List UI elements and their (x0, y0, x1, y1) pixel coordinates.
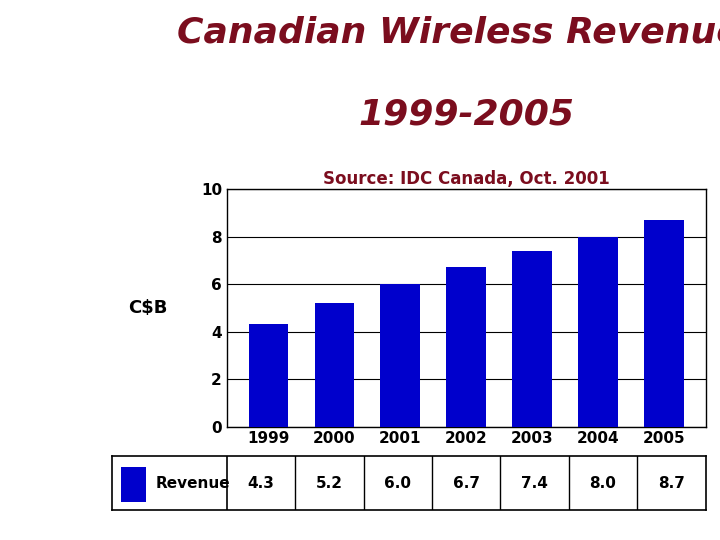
Text: 4.3: 4.3 (248, 476, 274, 491)
Bar (315, 303, 354, 427)
Text: C$B: C$B (128, 299, 167, 317)
Bar (380, 284, 420, 427)
Text: Revenue: Revenue (156, 476, 230, 491)
Text: 6.7: 6.7 (453, 476, 480, 491)
Bar (513, 251, 552, 427)
Bar (644, 220, 684, 427)
Text: 8.0: 8.0 (590, 476, 616, 491)
Text: 1999-2005: 1999-2005 (359, 97, 575, 131)
Bar (248, 325, 288, 427)
Bar (121, 467, 146, 502)
Text: Canadian Wireless Revenue,: Canadian Wireless Revenue, (177, 16, 720, 50)
Text: 8.7: 8.7 (658, 476, 685, 491)
Bar (578, 237, 618, 427)
Text: 6.0: 6.0 (384, 476, 411, 491)
Text: Source: IDC Canada, Oct. 2001: Source: IDC Canada, Oct. 2001 (323, 170, 610, 188)
Text: 5.2: 5.2 (316, 476, 343, 491)
Bar (446, 267, 486, 427)
Text: 7.4: 7.4 (521, 476, 548, 491)
